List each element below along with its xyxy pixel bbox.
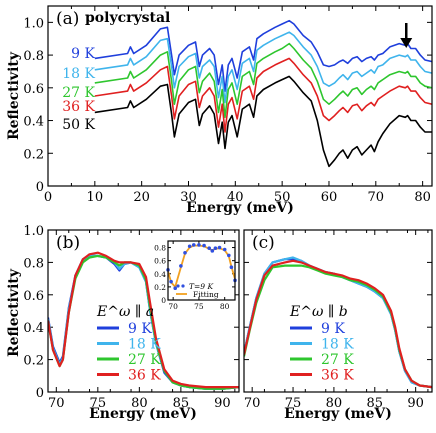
legend-label: 9 K xyxy=(321,321,345,337)
panel-b: 70 75 80 85 90 0 0.2 0.4 0.6 0.8 1.0 (b) Energy (meV… xyxy=(6,224,240,422)
data-point xyxy=(169,279,173,284)
panel-label: (a) xyxy=(56,9,79,29)
x-tick-label: 85 xyxy=(173,396,190,411)
panel-label: (c) xyxy=(252,233,275,253)
legend-label: 27 K xyxy=(128,352,161,368)
data-point xyxy=(210,249,215,253)
legend-label: 18 K xyxy=(128,337,161,353)
legend-label: 50 K xyxy=(62,117,95,133)
x-tick-label: 75 xyxy=(285,396,302,411)
data-point xyxy=(173,286,178,291)
x-tick-label: 50 xyxy=(274,190,291,205)
x-tick-label: 75 xyxy=(90,396,107,411)
series-line-36K xyxy=(94,57,432,133)
series-line-18K xyxy=(94,31,432,104)
x-tick-label: 40 xyxy=(227,190,244,205)
inset-legend-marker xyxy=(176,284,180,288)
series-line-50K xyxy=(94,75,432,168)
x-axis-title: Energy (meV) xyxy=(89,406,197,422)
y-tick-label: 0.2 xyxy=(23,354,44,369)
y-tick-label: 0.4 xyxy=(23,115,44,130)
legend-label: 36 K xyxy=(128,368,161,384)
x-tick-label: 30 xyxy=(180,190,197,205)
data-point xyxy=(229,265,234,270)
data-point xyxy=(222,247,227,252)
y-tick-label: 0.8 xyxy=(154,244,166,253)
x-tick-label: 75 xyxy=(194,302,204,311)
legend-label: 9 K xyxy=(71,46,95,62)
x-tick-label: 90 xyxy=(214,396,231,411)
panel-label: (b) xyxy=(56,233,80,253)
data-point xyxy=(213,246,218,251)
y-tick-label: 0.4 xyxy=(154,270,166,279)
legend-label: 36 K xyxy=(321,368,354,384)
series-line-27K xyxy=(94,42,432,119)
legend-label: 27 K xyxy=(321,352,354,368)
data-point xyxy=(179,264,183,268)
y-tick-label: 0.8 xyxy=(23,49,44,64)
sample-label: polycrystal xyxy=(85,10,170,26)
y-tick-label: 0.4 xyxy=(23,321,44,336)
x-tick-label: 20 xyxy=(133,190,150,205)
legend-label: 9 K xyxy=(128,321,152,337)
data-point xyxy=(183,251,187,255)
x-tick-label: 70 xyxy=(244,396,261,411)
legend-label: 18 K xyxy=(62,66,95,82)
y-tick-label: 0 xyxy=(36,180,44,195)
plot-border xyxy=(47,5,433,187)
data-point xyxy=(227,253,231,258)
y-axis-title: Reflectivity xyxy=(6,268,22,357)
x-tick-label: 60 xyxy=(321,190,338,205)
data-point xyxy=(202,243,206,248)
x-tick-label: 80 xyxy=(131,396,148,411)
legend-label: 36 K xyxy=(62,99,95,115)
data-point xyxy=(217,245,222,250)
y-tick-label: 0.6 xyxy=(23,82,44,97)
x-tick-label: 70 xyxy=(48,396,65,411)
data-point xyxy=(187,244,192,249)
data-point xyxy=(207,246,212,251)
inset-legend-fit-label: Fitting xyxy=(193,290,219,299)
legend-label: 27 K xyxy=(62,85,95,101)
x-tick-label: 0 xyxy=(44,190,52,205)
legend-title: E^ω ∥ b xyxy=(289,304,348,320)
data-point xyxy=(197,243,201,247)
series-line-9K xyxy=(94,19,432,92)
x-tick-label: 70 xyxy=(368,190,385,205)
panel-a: 0 10 20 30 40 50 60 70 80 0 0.2 0.4 0.6 0.8 1.0 (a) poly… xyxy=(6,5,433,216)
legend-title: E^ω ∥ a xyxy=(96,304,154,320)
y-tick-label: 0 xyxy=(36,386,44,401)
plot-border xyxy=(243,229,433,393)
y-tick-label: 0.2 xyxy=(23,147,44,162)
x-axis-title: Energy (meV) xyxy=(186,200,294,216)
y-axis-title: Reflectivity xyxy=(6,51,22,140)
x-tick-label: 10 xyxy=(87,190,104,205)
y-tick-label: 0.6 xyxy=(154,257,166,266)
y-tick-label: 1.0 xyxy=(23,224,44,239)
arrow-head xyxy=(400,38,413,48)
y-tick-label: 1.0 xyxy=(23,16,44,31)
series-line-36K xyxy=(244,259,432,389)
x-tick-label: 80 xyxy=(414,190,431,205)
data-point xyxy=(191,243,196,247)
legend-label: 18 K xyxy=(321,337,354,353)
series-line-36K xyxy=(48,251,239,389)
x-tick-label: 90 xyxy=(407,396,424,411)
x-axis-title: Energy (meV) xyxy=(284,406,392,422)
y-tick-label: 0 xyxy=(161,296,166,305)
y-tick-label: 0.6 xyxy=(23,289,44,304)
y-tick-label: 0.2 xyxy=(154,283,166,292)
inset-legend-marker xyxy=(181,284,185,288)
x-tick-label: 80 xyxy=(220,302,230,311)
x-tick-label: 85 xyxy=(367,396,384,411)
x-tick-label: 80 xyxy=(326,396,343,411)
plot-border xyxy=(167,240,236,301)
x-tick-label: 70 xyxy=(168,302,178,311)
y-tick-label: 0.8 xyxy=(23,256,44,271)
inset-legend-data-label: T=9 K xyxy=(189,282,213,291)
plot-border xyxy=(47,229,240,393)
panel-c: 70 75 80 85 90 (c) Energy (meV) E^ω ∥ b9 K18 K2… xyxy=(243,229,433,422)
